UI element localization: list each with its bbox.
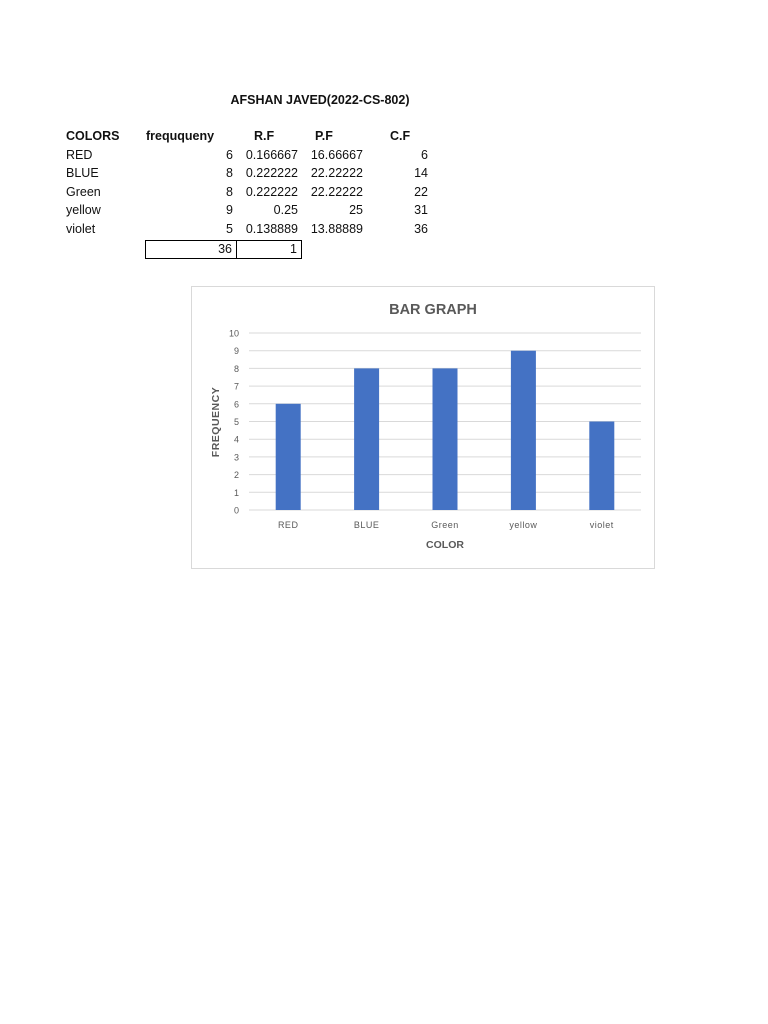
table-cell-cf: 22 <box>414 185 428 199</box>
table-cell-pf: 22.22222 <box>310 185 363 199</box>
table-cell-pf: 13.88889 <box>310 222 363 236</box>
table-cell-colors: yellow <box>66 203 101 217</box>
table-cell-pf: 22.22222 <box>310 166 363 180</box>
table-cell-cf: 6 <box>421 148 428 162</box>
table-cell-colors: Green <box>66 185 101 199</box>
bar-chart: BAR GRAPH 0 1 2 3 4 5 6 7 8 9 10 RED BLUE Green yellow v… <box>191 286 655 569</box>
y-tick-label: 4 <box>234 435 239 445</box>
table-cell-rf: 0.25 <box>273 203 298 217</box>
table-cell-pf: 16.66667 <box>310 148 363 162</box>
table-cell-colors: violet <box>66 222 96 236</box>
y-tick-label: 2 <box>234 470 239 480</box>
x-tick-label: yellow <box>509 520 537 530</box>
bar-chart-svg: BAR GRAPH 0 1 2 3 4 5 6 7 8 9 10 RED BLUE Green yellow v… <box>210 302 641 551</box>
bar-violet <box>589 421 615 510</box>
table-cell-cf: 14 <box>414 166 428 180</box>
column-header-colors: COLORS <box>66 129 120 143</box>
table-cell-rf: 0.222222 <box>245 185 298 199</box>
table-cell-frequency: 6 <box>226 148 233 162</box>
x-tick-label: BLUE <box>354 520 380 530</box>
y-tick-label: 0 <box>234 506 239 516</box>
y-tick-label: 8 <box>234 364 239 374</box>
x-tick-label: RED <box>278 520 299 530</box>
document-heading: AFSHAN JAVED(2022-CS-802) <box>230 93 410 107</box>
y-tick-label: 5 <box>234 417 239 427</box>
y-tick-label: 6 <box>234 399 239 409</box>
bar-yellow <box>510 350 536 510</box>
table-cell-frequency: 8 <box>226 185 233 199</box>
total-frequency: 36 <box>218 242 232 256</box>
column-header-pf: P.F <box>315 129 333 143</box>
column-header-rf: R.F <box>254 129 275 143</box>
table-cell-rf: 0.222222 <box>245 166 298 180</box>
table-cell-frequency: 8 <box>226 166 233 180</box>
y-tick-label: 9 <box>234 346 239 356</box>
y-axis-label: FREQUENCY <box>210 387 222 457</box>
column-header-cf: C.F <box>390 129 411 143</box>
table-cell-cf: 31 <box>414 203 428 217</box>
column-header-frequency: freququeny <box>146 129 215 143</box>
x-axis-label: COLOR <box>426 539 464 551</box>
table-cell-colors: RED <box>66 148 93 162</box>
x-tick-label: violet <box>590 520 614 530</box>
y-tick-label: 3 <box>234 452 239 462</box>
total-rf-cell <box>236 240 302 259</box>
table-cell-cf: 36 <box>414 222 428 236</box>
table-cell-rf: 0.166667 <box>245 148 298 162</box>
table-cell-rf: 0.138889 <box>245 222 298 236</box>
bar-green <box>432 368 458 510</box>
y-tick-label: 10 <box>229 329 239 339</box>
chart-title: BAR GRAPH <box>389 302 477 318</box>
table-cell-colors: BLUE <box>66 166 99 180</box>
table-cell-pf: 25 <box>349 203 363 217</box>
y-tick-label: 1 <box>234 488 239 498</box>
x-tick-label: Green <box>431 520 459 530</box>
bar-blue <box>354 368 380 510</box>
bar-red <box>275 403 301 510</box>
y-tick-label: 7 <box>234 382 239 392</box>
table-cell-frequency: 9 <box>226 203 233 217</box>
total-rf: 1 <box>290 242 297 256</box>
table-cell-frequency: 5 <box>226 222 233 236</box>
